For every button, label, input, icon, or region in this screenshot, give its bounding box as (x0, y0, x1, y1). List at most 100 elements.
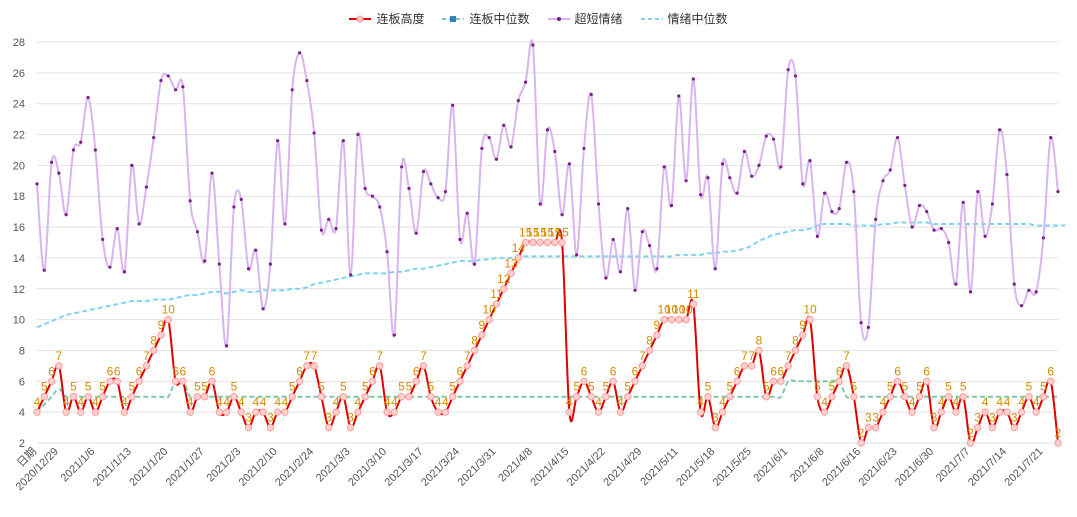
emotion-point (225, 344, 229, 348)
lianban-point (273, 408, 282, 416)
emotion-point (990, 202, 994, 206)
legend: 连板高度 连板中位数 超短情绪 情绪中位数 (0, 10, 1077, 27)
lianban-point (171, 377, 180, 386)
lianban-data-label: 4 (435, 395, 442, 409)
y-tick-label: 16 (13, 222, 25, 234)
lianban-data-label: 6 (734, 364, 741, 378)
lianban-point (142, 362, 151, 370)
emotion-point (173, 88, 178, 92)
emotion-point (1034, 290, 1038, 294)
lianban-data-label: 4 (938, 395, 945, 409)
lianban-point (288, 393, 296, 401)
lianban-point (879, 408, 887, 416)
legend-item-emotion[interactable]: 超短情绪 (547, 10, 623, 27)
x-tick-label: 2021/2/10 (237, 446, 280, 489)
lianban-data-label: 6 (778, 364, 785, 378)
legend-swatch-emotion-median (640, 17, 663, 20)
lianban-data-label: 5 (99, 380, 106, 394)
lianban-data-label: 5 (588, 380, 595, 394)
emotion-point (757, 163, 761, 167)
lianban-point (740, 362, 749, 370)
lianban-point (259, 408, 267, 416)
emotion-point (1041, 236, 1046, 240)
legend-item-lianban[interactable]: 连板高度 (349, 10, 424, 27)
lianban-data-label: 8 (646, 333, 653, 347)
lianban-point (456, 377, 464, 386)
lianban-point (587, 393, 595, 401)
y-tick-label: 14 (13, 253, 25, 265)
emotion-point (852, 190, 856, 194)
emotion-point (545, 128, 550, 132)
lianban-point (689, 300, 698, 308)
emotion-point (531, 43, 535, 47)
y-tick-label: 6 (19, 376, 25, 388)
lianban-data-label: 15 (555, 226, 569, 240)
emotion-point (575, 253, 579, 257)
lianban-point (427, 393, 435, 401)
lianban-data-label: 15 (541, 226, 555, 240)
emotion-point (429, 182, 433, 186)
lianban-point (536, 238, 544, 247)
lianban-point (864, 423, 873, 432)
lianban-data-label: 15 (534, 226, 548, 240)
lianban-point (463, 362, 471, 370)
lianban-data-label: 5 (902, 380, 909, 394)
lianban-point (769, 377, 778, 386)
lianban-point (193, 393, 202, 401)
emotion-point (750, 174, 754, 178)
lianban-point (871, 423, 880, 432)
lianban-data-label: 7 (303, 349, 310, 363)
lianban-data-label: 4 (909, 395, 916, 409)
emotion-point (436, 196, 440, 200)
lianban-data-label: 4 (274, 395, 281, 409)
emotion-point (779, 165, 783, 169)
lianban-point (959, 393, 967, 401)
emotion-point (356, 132, 360, 137)
lianban-data-label: 7 (420, 349, 427, 363)
lianban-data-label: 7 (56, 349, 63, 363)
lianban-point (682, 315, 690, 324)
y-tick-label: 28 (13, 37, 25, 49)
lianban-point (930, 423, 938, 432)
lianban-point (1025, 393, 1033, 401)
lianban-point (84, 393, 92, 401)
x-tick-label: 2021/3/31 (455, 446, 498, 489)
emotion-point (648, 243, 652, 248)
lianban-point (237, 408, 245, 416)
lianban-data-label: 6 (1047, 364, 1054, 378)
legend-item-lianban-median[interactable]: 连板中位数 (442, 10, 530, 27)
emotion-point (844, 160, 849, 164)
lianban-data-label: 8 (150, 333, 157, 347)
x-tick-label: 2021/6/23 (857, 446, 900, 489)
emotion-point (385, 250, 389, 254)
emotion-point (392, 333, 396, 337)
x-tick-label: 2021/1/13 (91, 446, 134, 489)
lianban-data-label: 4 (252, 395, 259, 409)
legend-label-emotion: 超短情绪 (574, 12, 623, 26)
lianban-data-label: 10 (658, 303, 672, 317)
lianban-point (842, 362, 851, 370)
lianban-point (295, 377, 304, 386)
emotion-point (203, 259, 207, 263)
emotion-point (93, 148, 97, 152)
emotion-point (334, 227, 338, 231)
emotion-point (195, 230, 200, 234)
lianban-data-label: 6 (770, 364, 777, 378)
x-tick-label: 2021/6/1 (752, 446, 791, 485)
lianban-data-label: 5 (945, 380, 952, 394)
lianban-point (230, 393, 238, 401)
lianban-data-label: 4 (260, 395, 267, 409)
lianban-point (346, 423, 355, 432)
lianban-point (325, 423, 333, 432)
lianban-point (514, 254, 523, 262)
lianban-data-label: 5 (705, 380, 712, 394)
emotion-point (480, 146, 484, 151)
legend-item-emotion-median[interactable]: 情绪中位数 (640, 10, 728, 27)
emotion-point (400, 165, 404, 169)
lianban-data-label: 2 (1055, 426, 1062, 440)
lianban-point (120, 408, 129, 416)
emotion-point (961, 200, 965, 204)
x-tick-label: 2021/3/24 (419, 446, 462, 489)
y-tick-label: 24 (13, 99, 25, 111)
emotion-point (268, 262, 272, 266)
